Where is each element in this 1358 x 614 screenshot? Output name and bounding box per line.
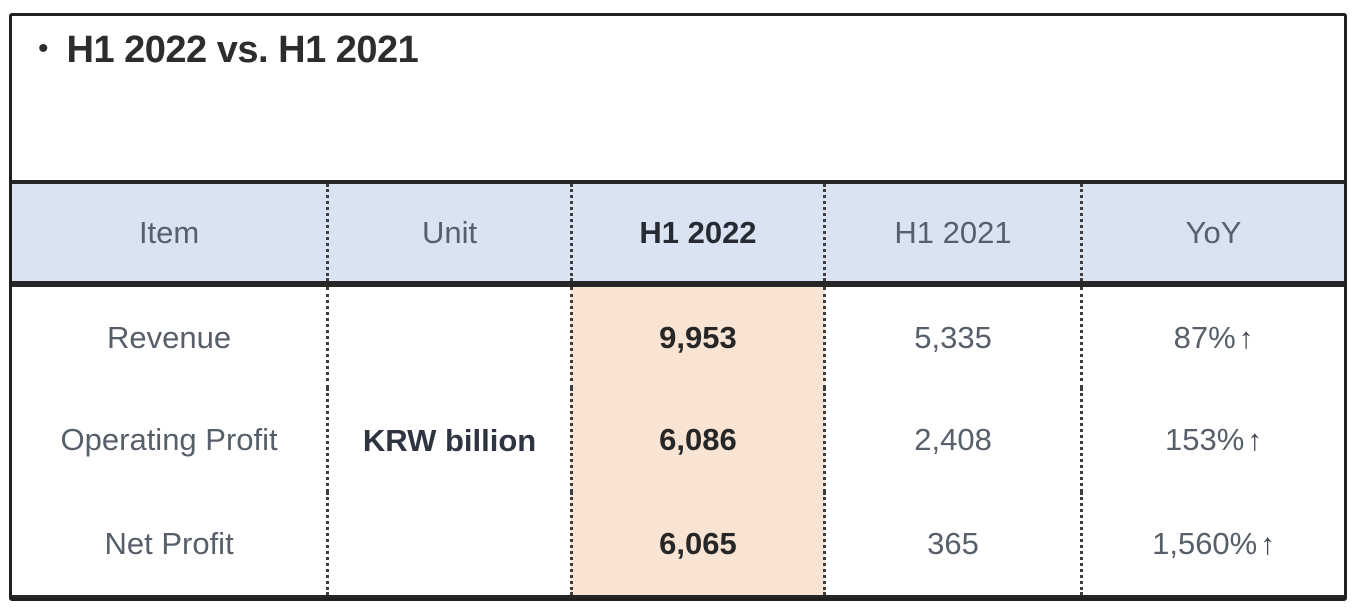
content-frame: • H1 2022 vs. H1 2021 Item Unit H1 2022 …	[9, 13, 1347, 601]
cell-net-profit-label: Net Profit	[104, 525, 234, 561]
table-row-operating-profit: Operating Profit 6,086 2,408 153% ↑	[12, 388, 1344, 493]
yoy-value: 1,560%	[1152, 525, 1258, 561]
cell-operating-profit-h1-2021: 2,408	[822, 388, 1082, 493]
column-header-h1-2021: H1 2021	[822, 182, 1082, 287]
column-header-h1-2022: H1 2022	[569, 182, 825, 287]
table-header-row: Item Unit H1 2022 H1 2021 YoY	[12, 182, 1344, 287]
cell-revenue-yoy: 87% ↑	[1080, 284, 1344, 389]
cell-revenue-h1-2021: 5,335	[822, 284, 1082, 389]
section-title-row: • H1 2022 vs. H1 2021	[38, 29, 419, 72]
table-row-revenue: Revenue KRW billion 9,953 5,335 87% ↑	[12, 284, 1344, 597]
cell-operating-profit-label: Operating Profit	[60, 422, 278, 458]
cell-net-profit-yoy: 1,560% ↑	[1080, 492, 1344, 597]
cell-operating-profit-yoy: 153% ↑	[1080, 388, 1344, 493]
cell-operating-profit-h1-2022: 6,086	[569, 388, 825, 493]
cell-net-profit-h1-2022: 6,065	[569, 492, 825, 597]
up-arrow-icon: ↑	[1247, 424, 1263, 458]
up-arrow-icon: ↑	[1238, 321, 1254, 355]
cell-revenue-h1-2022: 9,953	[569, 284, 825, 389]
bullet-icon: •	[38, 31, 49, 65]
column-header-item: Item	[12, 182, 328, 287]
up-arrow-icon: ↑	[1260, 527, 1275, 561]
section-title: H1 2022 vs. H1 2021	[66, 29, 419, 71]
yoy-value: 87%	[1173, 319, 1236, 355]
cell-revenue-label: Revenue	[107, 319, 232, 355]
yoy-value: 153%	[1165, 422, 1245, 458]
cell-net-profit-h1-2021: 365	[822, 492, 1082, 597]
column-header-unit: Unit	[326, 182, 572, 287]
column-header-yoy: YoY	[1080, 182, 1344, 287]
cell-unit-value: KRW billion	[326, 284, 572, 597]
financial-results-table: Item Unit H1 2022 H1 2021 YoY Revenue KR…	[12, 180, 1344, 598]
table-row-net-profit: Net Profit 6,065 365 1,560% ↑	[12, 492, 1344, 597]
